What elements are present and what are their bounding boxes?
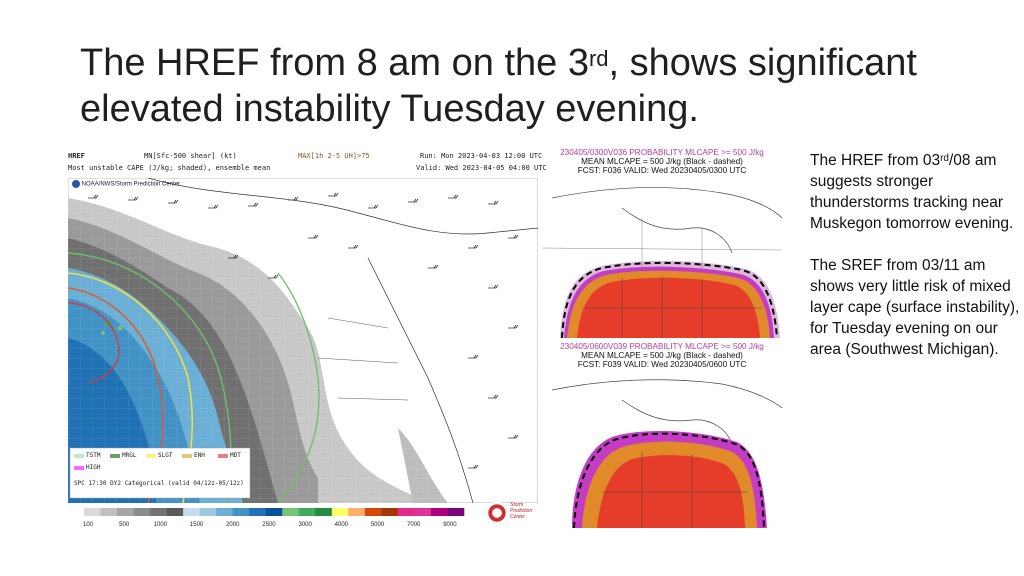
legend-swatch [74, 453, 84, 458]
commentary-sref: The SREF from 03/11 am shows very little… [810, 257, 1020, 358]
category-legend: TSTM MRGL SLGT ENH MDT HIGH SPC 17:30 DY2 Cat… [72, 450, 250, 496]
sref-bottom-map [542, 372, 782, 528]
sref-bottom-line1: 230405/0600V039 PROBABILITY MLCAPE >= 50… [560, 342, 764, 351]
cape-colorbar: 100 500 1000 1500 2000 2500 3000 4000 5000 7000 90… [83, 508, 465, 528]
colorbar-swatch [447, 508, 465, 516]
colorbar-label: 7000 [407, 522, 421, 528]
colorbar-label: 9000 [443, 522, 457, 528]
colorbar-swatch [282, 508, 300, 516]
commentary-href: The HREF from 03rd/08 am suggests strong… [810, 150, 1020, 234]
colorbar-label: 500 [119, 522, 130, 528]
sref-panel-top: 230405/0300V036 PROBABILITY MLCAPE >= 50… [542, 148, 782, 338]
colorbar-swatch [232, 508, 250, 516]
title-text-part2: , shows significant elevated instability… [80, 42, 917, 130]
colorbar-swatch [166, 508, 184, 516]
colorbar-swatch [397, 508, 415, 516]
legend-label: MDT [230, 452, 241, 459]
title-superscript: rd [588, 46, 609, 71]
colorbar-swatch [331, 508, 349, 516]
colorbar-label: 5000 [371, 522, 385, 528]
colorbar-swatch [249, 508, 267, 516]
colorbar-label: 3000 [298, 522, 312, 528]
legend-label: SLGT [158, 452, 173, 459]
href-model-label: HREF [68, 152, 85, 160]
sref-top-line3: FCST: F036 VALID: Wed 20230405/0300 UTC [577, 166, 747, 175]
legend-item-high: HIGH [74, 464, 100, 471]
colorbar-swatch [216, 508, 233, 516]
sref-panel-bottom: 230405/0600V039 PROBABILITY MLCAPE >= 50… [542, 340, 782, 530]
colorbar-swatch [199, 508, 217, 516]
legend-swatch [146, 453, 156, 458]
legend-item-slgt: SLGT [146, 452, 172, 459]
colorbar-swatch [298, 508, 316, 516]
href-subtitle: Most unstable CAPE (J/kg; shaded), ensem… [68, 164, 271, 172]
legend-item-enh: ENH [182, 452, 205, 459]
legend-label: MRGL [122, 452, 137, 459]
colorbar-swatch [183, 508, 200, 516]
colorbar-swatch [100, 508, 118, 516]
sref-top-line1: 230405/0300V036 PROBABILITY MLCAPE >= 50… [560, 148, 764, 157]
legend-swatch [218, 453, 228, 458]
spc-logo: Storm Prediction Center [486, 500, 540, 528]
credit-text: NOAA/NWS/Storm Prediction Center [81, 181, 181, 188]
colorbar-label: 1000 [154, 522, 168, 528]
spc-swirl-icon [486, 502, 508, 524]
sref-bottom-header: 230405/0600V039 PROBABILITY MLCAPE >= 50… [542, 342, 782, 369]
colorbar-swatch [265, 508, 283, 516]
colorbar-swatch [315, 508, 333, 516]
colorbar-swatch [430, 508, 448, 516]
sref-bottom-line3: FCST: F039 VALID: Wed 20230405/0600 UTC [577, 360, 747, 369]
colorbar-swatch [150, 508, 167, 516]
colorbar-label: 4000 [335, 522, 349, 528]
commentary-href-sup: rd [940, 153, 949, 164]
commentary-href-part1: The HREF from 03 [810, 152, 941, 169]
href-valid-label: Valid: Wed 2023-04-05 04:00 UTC [416, 164, 547, 172]
slide-title: The HREF from 8 am on the 3rd, shows sig… [80, 40, 980, 132]
legend-label: ENH [194, 452, 205, 459]
colorbar-swatch [84, 508, 101, 516]
colorbar-swatch [381, 508, 399, 516]
spc-logo-text: Storm Prediction Center [510, 502, 533, 520]
legend-label: HIGH [86, 464, 101, 471]
sref-bottom-line2: MEAN MLCAPE = 500 J/kg (Black - dashed) [581, 351, 743, 360]
side-commentary: The HREF from 03rd/08 am suggests strong… [810, 150, 1020, 381]
colorbar-swatch [348, 508, 366, 516]
colorbar-label: 100 [83, 522, 94, 528]
commentary-href-part2: /08 am suggests stronger thunderstorms t… [810, 152, 1014, 232]
colorbar-label: 2500 [262, 522, 276, 528]
noaa-logo-icon [72, 180, 80, 188]
legend-item-tstm: TSTM [74, 452, 100, 459]
href-uh-label: MAX[1h 2-5 UH]>75 [298, 152, 370, 160]
sref-top-line2: MEAN MLCAPE = 500 J/kg (Black - dashed) [581, 157, 743, 166]
href-map-panel: HREF MN[Sfc-500 shear] (kt) MAX[1h 2-5 U… [66, 148, 547, 530]
colorbar-label: 2000 [226, 522, 240, 528]
href-run-label: Run: Mon 2023-04-03 12:00 UTC [420, 152, 543, 160]
href-product-label: MN[Sfc-500 shear] (kt) [144, 152, 237, 160]
legend-item-mdt: MDT [218, 452, 241, 459]
colorbar-swatch [133, 508, 151, 516]
legend-label: TSTM [86, 452, 101, 459]
legend-swatch [182, 453, 192, 458]
legend-swatch [74, 465, 84, 470]
title-text-part1: The HREF from 8 am on the 3 [80, 42, 589, 84]
href-credit: NOAA/NWS/Storm Prediction Center [72, 180, 180, 188]
colorbar-label: 1500 [190, 522, 204, 528]
colorbar-swatch [364, 508, 382, 516]
sref-top-map [542, 178, 782, 338]
legend-footer: SPC 17:30 DY2 Categorical (valid 04/12z-… [74, 480, 244, 487]
href-header: HREF MN[Sfc-500 shear] (kt) MAX[1h 2-5 U… [66, 148, 547, 176]
sref-top-header: 230405/0300V036 PROBABILITY MLCAPE >= 50… [542, 148, 782, 175]
legend-swatch [110, 453, 120, 458]
legend-item-mrgl: MRGL [110, 452, 136, 459]
colorbar-swatch [414, 508, 432, 516]
colorbar-swatch [117, 508, 134, 516]
